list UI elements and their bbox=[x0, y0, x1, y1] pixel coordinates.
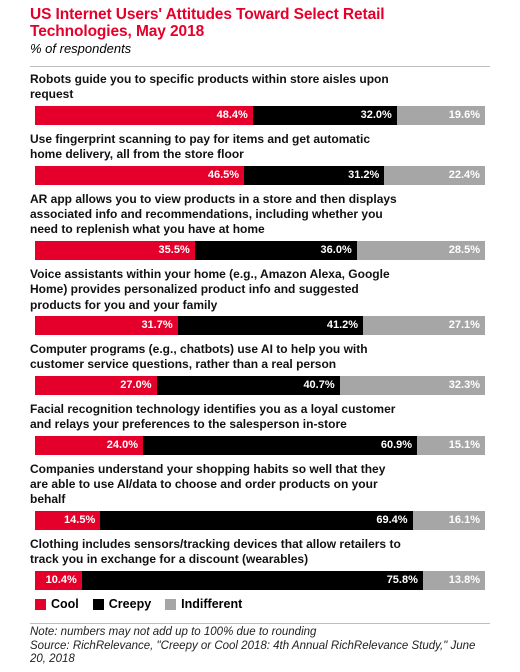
data-label: 14.5% bbox=[64, 513, 96, 526]
bar-segment-indifferent: 22.4% bbox=[384, 165, 485, 185]
data-label: 16.1% bbox=[448, 513, 480, 526]
bar-segment-creepy: 60.9% bbox=[143, 435, 418, 455]
data-label: 40.7% bbox=[303, 378, 335, 391]
bar-segment-creepy: 75.8% bbox=[81, 570, 423, 590]
data-label: 32.0% bbox=[360, 108, 392, 121]
bar-segment-cool: 31.7% bbox=[35, 315, 178, 335]
stacked-bar: 48.4% 32.0% 19.6% bbox=[35, 105, 485, 125]
data-label: 22.4% bbox=[448, 168, 480, 181]
data-label: 31.7% bbox=[141, 318, 173, 331]
data-label: 48.4% bbox=[216, 108, 248, 121]
bar-segment-indifferent: 28.5% bbox=[356, 240, 485, 260]
data-label: 19.6% bbox=[448, 108, 480, 121]
chart-row: Companies understand your shopping habit… bbox=[30, 461, 490, 530]
bar-segment-indifferent: 16.1% bbox=[412, 510, 485, 530]
bar-segment-indifferent: 32.3% bbox=[339, 375, 485, 395]
stacked-bar: 31.7% 41.2% 27.1% bbox=[35, 315, 485, 335]
bottom-divider bbox=[30, 623, 490, 624]
legend-item-cool: Cool bbox=[35, 597, 79, 611]
category-label: AR app allows you to view products in a … bbox=[30, 191, 397, 237]
bar-segment-cool: 46.5% bbox=[35, 165, 245, 185]
bar-segment-indifferent: 15.1% bbox=[417, 435, 485, 455]
bar-segment-creepy: 40.7% bbox=[156, 375, 340, 395]
stacked-bar: 46.5% 31.2% 22.4% bbox=[35, 165, 485, 185]
data-label: 15.1% bbox=[448, 438, 480, 451]
bar-segment-cool: 48.4% bbox=[35, 105, 253, 125]
stacked-bar: 10.4% 75.8% 13.8% bbox=[35, 570, 485, 590]
legend-item-indifferent: Indifferent bbox=[165, 597, 242, 611]
chart-row: Voice assistants within your home (e.g.,… bbox=[30, 266, 490, 335]
bar-segment-cool: 35.5% bbox=[35, 240, 195, 260]
legend-swatch bbox=[165, 598, 177, 610]
category-label: Facial recognition technology identifies… bbox=[30, 401, 396, 432]
data-label: 75.8% bbox=[386, 573, 418, 586]
category-label: Clothing includes sensors/tracking devic… bbox=[30, 536, 401, 567]
data-label: 13.8% bbox=[448, 573, 480, 586]
stacked-bar: 14.5% 69.4% 16.1% bbox=[35, 510, 485, 530]
legend-item-creepy: Creepy bbox=[92, 597, 152, 611]
category-label: Companies understand your shopping habit… bbox=[30, 461, 386, 507]
category-label: Voice assistants within your home (e.g.,… bbox=[30, 266, 390, 312]
chart-row: Robots guide you to specific products wi… bbox=[30, 72, 490, 125]
data-label: 31.2% bbox=[348, 168, 380, 181]
legend-swatch bbox=[92, 598, 104, 610]
stacked-bar: 35.5% 36.0% 28.5% bbox=[35, 240, 485, 260]
data-label: 69.4% bbox=[376, 513, 408, 526]
data-label: 24.0% bbox=[106, 438, 138, 451]
category-label: Use fingerprint scanning to pay for item… bbox=[30, 131, 371, 162]
data-label: 36.0% bbox=[320, 243, 352, 256]
bar-segment-creepy: 69.4% bbox=[100, 510, 413, 530]
category-label: Robots guide you to specific products wi… bbox=[30, 72, 389, 102]
bar-segment-indifferent: 13.8% bbox=[422, 570, 485, 590]
chart-row: Facial recognition technology identifies… bbox=[30, 401, 490, 455]
bar-segment-indifferent: 27.1% bbox=[363, 315, 485, 335]
bar-segment-cool: 24.0% bbox=[35, 435, 143, 455]
bar-segment-creepy: 36.0% bbox=[194, 240, 357, 260]
chart-row: Use fingerprint scanning to pay for item… bbox=[30, 131, 490, 185]
data-label: 35.5% bbox=[158, 243, 190, 256]
data-label: 10.4% bbox=[45, 573, 77, 586]
chart-legend: Cool Creepy Indifferent bbox=[35, 597, 256, 611]
stacked-bar: 27.0% 40.7% 32.3% bbox=[35, 375, 485, 395]
chart-row: Computer programs (e.g., chatbots) use A… bbox=[30, 342, 490, 395]
chart-row: Clothing includes sensors/tracking devic… bbox=[30, 536, 490, 590]
bar-segment-indifferent: 19.6% bbox=[396, 105, 485, 125]
category-label: Computer programs (e.g., chatbots) use A… bbox=[30, 342, 368, 372]
legend-label: Indifferent bbox=[181, 597, 243, 611]
chart-row: AR app allows you to view products in a … bbox=[30, 191, 490, 260]
data-label: 32.3% bbox=[448, 378, 480, 391]
chart-subtitle: % of respondents bbox=[30, 41, 132, 56]
chart-title: US Internet Users' Attitudes Toward Sele… bbox=[30, 6, 385, 40]
data-label: 28.5% bbox=[448, 243, 480, 256]
data-label: 41.2% bbox=[326, 318, 359, 331]
data-label: 46.5% bbox=[207, 168, 240, 181]
bar-segment-cool: 10.4% bbox=[35, 570, 82, 590]
bar-segment-creepy: 41.2% bbox=[177, 315, 364, 335]
data-label: 27.1% bbox=[448, 318, 480, 331]
source-note: Note: numbers may not add up to 100% due… bbox=[30, 626, 476, 665]
bar-segment-cool: 27.0% bbox=[35, 375, 157, 395]
bar-segment-creepy: 32.0% bbox=[252, 105, 397, 125]
top-divider bbox=[30, 66, 490, 67]
bar-segment-cool: 14.5% bbox=[35, 510, 101, 530]
data-label: 60.9% bbox=[380, 438, 413, 451]
stacked-bar: 24.0% 60.9% 15.1% bbox=[35, 435, 485, 455]
legend-swatch bbox=[35, 598, 46, 610]
chart-frame: US Internet Users' Attitudes Toward Sele… bbox=[30, 0, 490, 672]
legend-label: Cool bbox=[51, 597, 79, 611]
bar-segment-creepy: 31.2% bbox=[244, 165, 385, 185]
legend-label: Creepy bbox=[108, 597, 152, 611]
data-label: 27.0% bbox=[120, 378, 152, 391]
